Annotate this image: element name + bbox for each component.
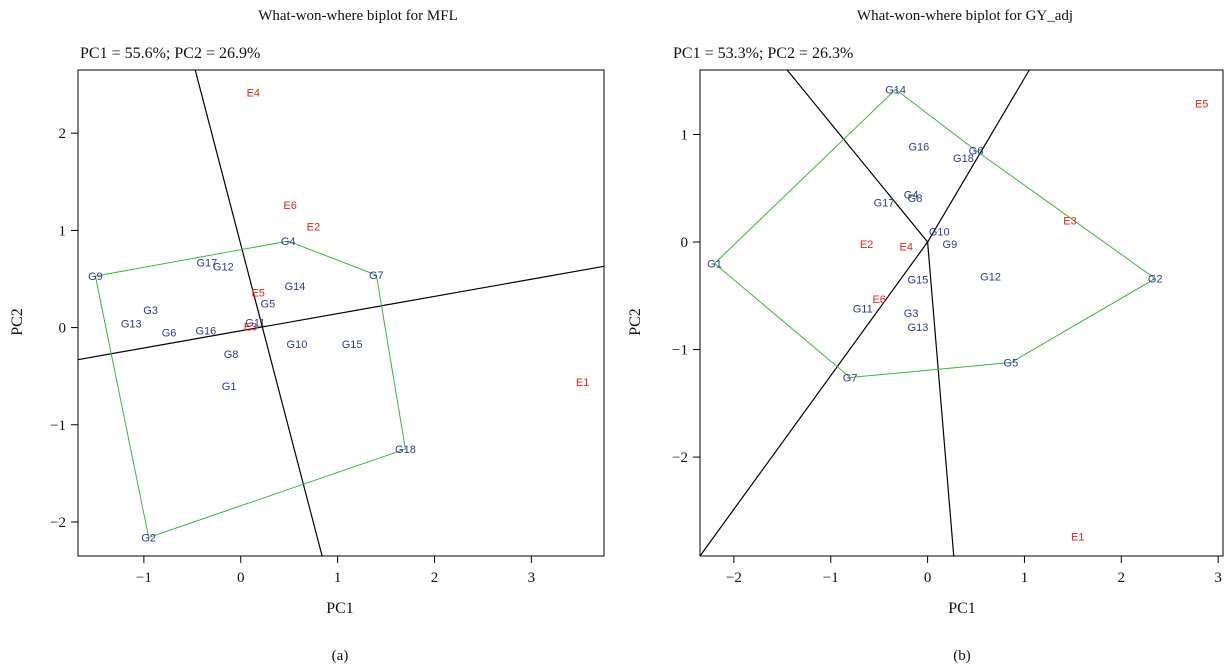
chart-title: What-won-where biplot for MFL (258, 8, 458, 24)
genotype-label: G9 (943, 239, 958, 251)
genotype-label: G16 (908, 141, 929, 153)
genotype-label: G11 (245, 318, 265, 330)
x-tick-label: 1 (334, 570, 342, 586)
variance-explained: PC1 = 55.6%; PC2 = 26.9% (80, 45, 260, 62)
genotype-label: G10 (287, 339, 308, 351)
sector-line (927, 69, 1030, 243)
axis-ticks: −2 −1 0 1 2 3 −2 −1 0 1 (672, 128, 1222, 586)
genotype-label: G5 (1004, 357, 1019, 369)
genotype-label: G7 (369, 270, 384, 282)
sector-line (77, 265, 605, 361)
y-axis-label: PC2 (9, 308, 26, 336)
convex-hull (713, 88, 1157, 379)
variance-explained: PC1 = 53.3%; PC2 = 26.3% (673, 45, 853, 62)
y-tick-label: 2 (59, 126, 67, 142)
genotype-label: G6 (162, 327, 177, 339)
genotype-label: G10 (929, 226, 950, 238)
x-tick-label: 0 (237, 570, 245, 586)
convex-hull (94, 240, 406, 539)
genotype-label: G4 (281, 236, 296, 248)
environment-label: E3 (1063, 216, 1076, 228)
hull-polygon (94, 240, 406, 539)
y-tick-label: −1 (672, 343, 688, 359)
y-tick-label: −1 (50, 418, 66, 434)
genotype-label: G8 (908, 193, 923, 205)
x-tick-label: 3 (1214, 570, 1222, 586)
y-tick-label: 0 (59, 321, 67, 337)
sector-lines (699, 69, 1030, 557)
genotype-label: G12 (213, 261, 234, 273)
y-tick-label: −2 (672, 450, 688, 466)
genotype-label: G1 (222, 381, 237, 393)
environment-label: E5 (251, 288, 264, 300)
x-axis-label: PC1 (948, 600, 976, 617)
genotype-label: G13 (121, 319, 142, 331)
environment-label: E4 (900, 241, 913, 253)
environment-label: E3 (244, 322, 257, 334)
x-axis-label: PC1 (326, 600, 354, 617)
environment-label: E1 (576, 377, 589, 389)
genotype-label: G8 (224, 349, 239, 361)
genotype-label: G6 (969, 146, 984, 158)
genotype-label: G14 (285, 281, 306, 293)
y-tick-label: 1 (681, 128, 689, 144)
x-tick-label: −2 (726, 570, 742, 586)
genotype-label: G3 (143, 305, 158, 317)
genotype-label: G15 (908, 275, 929, 287)
x-tick-label: −1 (136, 570, 152, 586)
genotype-label: G15 (342, 339, 363, 351)
sector-line (699, 241, 929, 557)
x-tick-label: −1 (823, 570, 839, 586)
y-tick-label: −2 (50, 515, 66, 531)
hull-polygon (713, 88, 1157, 379)
environment-label: E4 (247, 87, 260, 99)
genotype-label: G18 (953, 153, 974, 165)
genotype-label: G14 (885, 84, 906, 96)
x-tick-label: 3 (528, 570, 536, 586)
genotype-label: G3 (904, 308, 919, 320)
sector-lines (77, 69, 605, 557)
axis-ticks: −1 0 1 2 3 −2 −1 0 1 2 (50, 126, 535, 586)
genotype-label: G5 (261, 298, 276, 310)
x-tick-label: 2 (431, 570, 439, 586)
x-tick-label: 1 (1021, 570, 1029, 586)
plot-frame (699, 69, 1224, 557)
x-tick-label: 0 (924, 570, 932, 586)
biplot-panel-b: What-won-where biplot for GY_adj PC1 = 5… (627, 8, 1224, 664)
y-axis-label: PC2 (627, 308, 644, 336)
environment-label: E2 (860, 239, 873, 251)
genotype-label: G16 (195, 325, 216, 337)
genotype-label: G2 (1148, 274, 1163, 286)
environment-label: E6 (283, 200, 296, 212)
genotype-label: G12 (980, 271, 1001, 283)
environment-label: E1 (1071, 532, 1084, 544)
genotype-label: G13 (908, 322, 929, 334)
sector-line (194, 69, 323, 557)
genotype-label: G4 (904, 190, 919, 202)
y-tick-label: 1 (59, 223, 67, 239)
y-tick-label: 0 (681, 235, 689, 251)
sector-line (786, 69, 929, 243)
genotype-label: G1 (707, 259, 722, 271)
panel-label: (b) (953, 648, 971, 664)
genotype-label: G17 (874, 197, 895, 209)
chart-title: What-won-where biplot for GY_adj (857, 8, 1073, 24)
x-tick-label: 2 (1118, 570, 1126, 586)
environment-label: E2 (307, 221, 320, 233)
environment-label: E6 (872, 294, 885, 306)
genotype-label: G11 (853, 304, 873, 316)
biplot-panel-a: What-won-where biplot for MFL PC1 = 55.6… (9, 8, 605, 664)
plot-frame (77, 69, 605, 557)
genotype-label: G2 (141, 533, 156, 545)
genotype-label: G18 (395, 444, 416, 456)
genotype-label: G7 (843, 373, 858, 385)
environment-label: E5 (1195, 98, 1208, 110)
sector-line (927, 241, 955, 557)
panel-label: (a) (332, 648, 349, 664)
genotype-label: G17 (196, 257, 217, 269)
genotype-label: G9 (88, 271, 103, 283)
